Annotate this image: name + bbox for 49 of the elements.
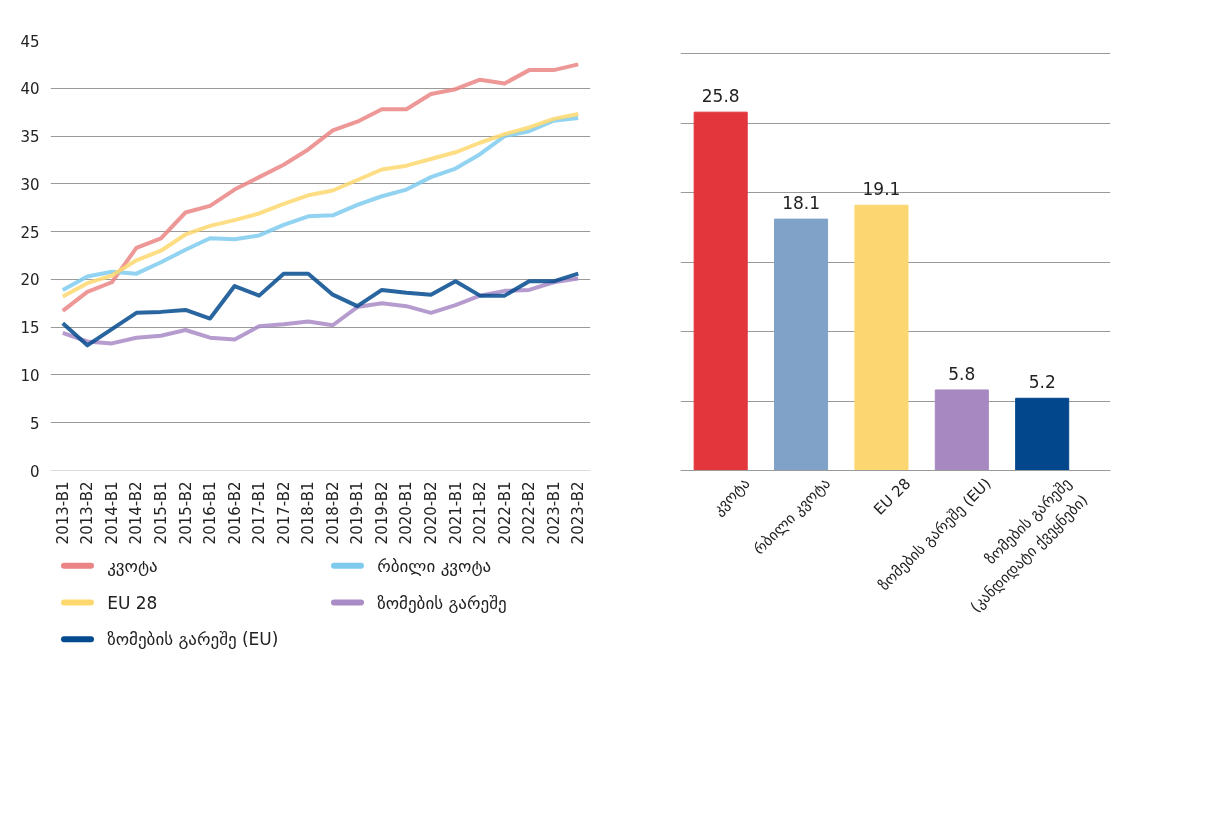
legend-label: EU 28 bbox=[107, 592, 158, 613]
bar bbox=[1015, 397, 1070, 471]
x-tick-label: 2023-B1 bbox=[544, 481, 563, 545]
x-tick-label: 2015-B1 bbox=[151, 481, 170, 545]
x-tick-label: 2019-B1 bbox=[348, 481, 367, 545]
x-tick-label: 2013-B1 bbox=[53, 481, 72, 545]
legend-label: ზომების გარეშე bbox=[377, 592, 507, 613]
y-tick-label: 0 bbox=[29, 462, 40, 481]
x-tick-label: 2021-B1 bbox=[446, 481, 465, 545]
x-tick-label: 2015-B2 bbox=[176, 481, 195, 545]
y-tick-label: 10 bbox=[20, 366, 40, 385]
x-tick-label: 2016-B2 bbox=[225, 481, 244, 545]
y-tick-label: 20 bbox=[20, 271, 40, 290]
bar bbox=[693, 111, 748, 471]
y-tick-label: 5 bbox=[29, 414, 40, 433]
data-label: 5.2 bbox=[1028, 372, 1056, 393]
x-tick-label: 2022-B2 bbox=[520, 481, 539, 545]
y-tick-label: 35 bbox=[20, 128, 40, 147]
bar bbox=[934, 389, 989, 471]
data-label: 18.1 bbox=[782, 193, 820, 214]
legend-label: კვოტა bbox=[107, 555, 158, 576]
x-tick-label: 2023-B2 bbox=[569, 481, 588, 545]
y-tick-label: 25 bbox=[20, 223, 40, 242]
x-tick-label: 2018-B1 bbox=[299, 481, 318, 545]
y-tick-label: 45 bbox=[20, 32, 40, 51]
y-tick-label: 40 bbox=[20, 80, 40, 99]
legend-label: ზომების გარეშე (EU) bbox=[107, 629, 279, 650]
x-tick-label: 2016-B1 bbox=[201, 481, 220, 545]
x-tick-label: 2020-B1 bbox=[397, 481, 416, 545]
data-label: 25.8 bbox=[701, 86, 740, 107]
x-tick-label: 2014-B2 bbox=[127, 481, 146, 545]
legend-label: რბილი კვოტა bbox=[377, 555, 492, 576]
data-label: 5.8 bbox=[948, 363, 976, 384]
x-tick-label: 2018-B2 bbox=[323, 481, 342, 545]
y-tick-label: 30 bbox=[20, 175, 40, 194]
bar bbox=[854, 204, 909, 471]
bar bbox=[774, 218, 829, 471]
line-series bbox=[60, 62, 581, 313]
data-label: 19.1 bbox=[862, 179, 901, 200]
x-tick-label: 2013-B2 bbox=[78, 481, 97, 545]
x-tick-label: 2014-B1 bbox=[102, 481, 121, 545]
x-tick-label: 2017-B2 bbox=[274, 481, 293, 545]
x-tick-label: 2021-B2 bbox=[471, 481, 490, 545]
x-tick-label: 2020-B2 bbox=[421, 481, 440, 545]
x-tick-label: EU 28 bbox=[870, 474, 915, 519]
x-tick-label: 2022-B1 bbox=[495, 481, 514, 545]
x-tick-label: 2017-B1 bbox=[250, 481, 269, 545]
y-tick-label: 15 bbox=[20, 319, 40, 338]
x-tick-label: 2019-B2 bbox=[372, 481, 391, 545]
